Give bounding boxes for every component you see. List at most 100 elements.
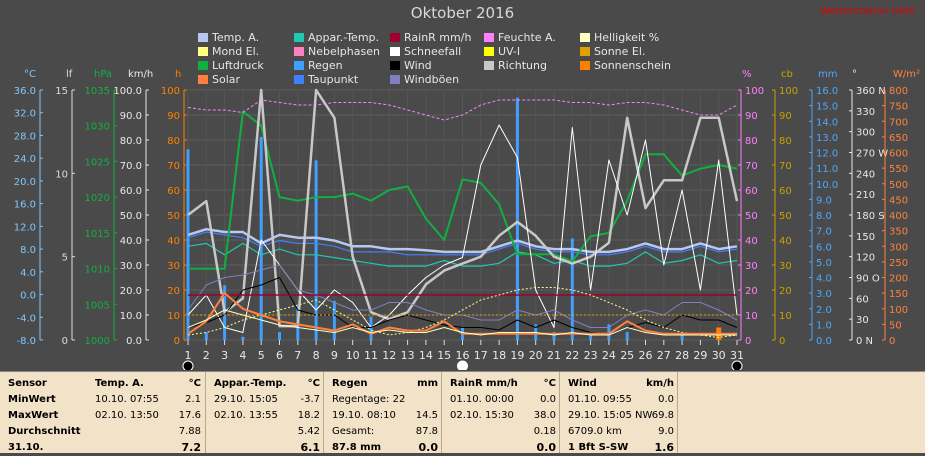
series-line-appartemp bbox=[187, 242, 738, 267]
legend-label: Solar bbox=[212, 73, 241, 86]
cell-value: 5.42 bbox=[297, 426, 320, 437]
axis-title-h: h bbox=[175, 69, 181, 80]
legend-label: Mond El. bbox=[212, 45, 260, 58]
cell-value: -3.7 bbox=[300, 394, 320, 405]
tick-label-wm2: 450 bbox=[889, 195, 908, 206]
tick-label-wm2: 0 bbox=[889, 336, 895, 347]
table-row: 29.10. 15:05 -3.7 bbox=[210, 392, 320, 408]
column-unit: °C bbox=[188, 378, 201, 389]
series-line-tempa bbox=[187, 227, 738, 254]
legend-label: Appar.-Temp. bbox=[308, 31, 380, 44]
column-header: RainR mm/h bbox=[450, 378, 518, 389]
cell-when: 01.10. 09:55 bbox=[568, 394, 632, 405]
bar-regen bbox=[680, 335, 684, 340]
tick-label-temp: 24.0 bbox=[14, 154, 36, 165]
tick-label-hpa: 1025 bbox=[85, 157, 110, 168]
table-col-rainr: RainR mm/h °C 01.10. 00:00 0.0 02.10. 15:30 3… bbox=[441, 372, 560, 454]
legend-item: Taupunkt bbox=[294, 73, 358, 86]
cell-value: 38.0 bbox=[533, 410, 556, 421]
tick-label-hpa: 1020 bbox=[85, 193, 110, 204]
legend-item: Nebelphasen bbox=[294, 45, 380, 58]
cell-value: 2.1 bbox=[185, 394, 201, 405]
tick-label-h: 70 bbox=[167, 161, 180, 172]
tick-label-h: 10 bbox=[167, 311, 180, 322]
tick-label-pct: 10 bbox=[745, 311, 758, 322]
x-tick-label: 3 bbox=[221, 349, 228, 362]
cell-when: Gesamt: bbox=[332, 426, 375, 437]
tick-label-hpa: 1000 bbox=[85, 336, 110, 347]
bar-regen bbox=[278, 332, 281, 340]
legend-item: UV-I bbox=[484, 45, 520, 58]
tick-label-kmh: 10.0 bbox=[120, 311, 142, 322]
table-row: 02.10. 13:55 18.2 bbox=[210, 408, 320, 424]
legend-swatch bbox=[484, 33, 494, 42]
legend-item: Sonne El. bbox=[580, 45, 645, 58]
series-line-windben bbox=[187, 264, 738, 328]
legend-swatch bbox=[294, 47, 304, 56]
tick-label-kmh: 0.0 bbox=[126, 336, 142, 347]
tick-label-mm: 16.0 bbox=[816, 86, 838, 97]
table-row: 87.8 mm 0.0 bbox=[328, 440, 438, 456]
tick-label-lf: 5 bbox=[62, 253, 68, 264]
tick-label-kmh: 70.0 bbox=[120, 161, 142, 172]
legend-swatch bbox=[294, 33, 304, 42]
tick-label-cb: 40 bbox=[779, 236, 792, 247]
tick-label-temp: 8.0 bbox=[20, 245, 36, 256]
column-header: Regen bbox=[332, 378, 368, 389]
legend-label: Sonnenschein bbox=[594, 59, 671, 72]
tick-label-wm2: 50 bbox=[889, 320, 902, 331]
column-header: Wind bbox=[568, 378, 597, 389]
tick-label-hpa: 1005 bbox=[85, 300, 110, 311]
tick-label-pct: 80 bbox=[745, 136, 758, 147]
row-label-today: 31.10. bbox=[8, 442, 44, 453]
series-line-taupunkt bbox=[187, 231, 738, 256]
bar-regen bbox=[332, 300, 336, 340]
legend-item: Sonnenschein bbox=[580, 59, 671, 72]
tick-label-mm: 9.0 bbox=[816, 195, 832, 206]
tick-label-wm2: 550 bbox=[889, 164, 908, 175]
tick-label-temp: 36.0 bbox=[14, 86, 36, 97]
tick-label-deg: 360 N bbox=[856, 86, 886, 97]
legend-label: Nebelphasen bbox=[308, 45, 380, 58]
tick-label-cb: 70 bbox=[779, 161, 792, 172]
x-tick-label: 14 bbox=[419, 349, 433, 362]
chart-svg: 36.032.028.024.020.016.012.08.04.00.0-4.… bbox=[14, 69, 920, 370]
table-col-wind: Wind km/h 01.10. 09:55 0.0 29.10. 15:05 NW 69… bbox=[559, 372, 678, 454]
legend-label: Taupunkt bbox=[308, 73, 359, 86]
x-tick-label: 16 bbox=[456, 349, 470, 362]
axis-title-mm: mm bbox=[818, 69, 837, 80]
bar-regen bbox=[552, 332, 556, 340]
tick-label-kmh: 100.0 bbox=[113, 86, 142, 97]
legend-item: Solar bbox=[198, 73, 240, 86]
cell-value: 17.6 bbox=[178, 410, 201, 421]
cell-when: 02.10. 13:55 bbox=[214, 410, 278, 421]
legend-item: Helligkeit % bbox=[580, 31, 659, 44]
cell-value: 0.0 bbox=[536, 441, 557, 454]
table-header-row: Regen mm bbox=[328, 376, 438, 392]
x-tick-label: 31 bbox=[730, 349, 744, 362]
sensor-header: Sensor bbox=[8, 378, 47, 389]
x-tick-label: 22 bbox=[565, 349, 579, 362]
tick-label-mm: 0.0 bbox=[816, 336, 832, 347]
x-tick-label: 10 bbox=[346, 349, 360, 362]
tick-label-wm2: 200 bbox=[889, 274, 908, 285]
legend-swatch bbox=[484, 61, 494, 70]
table-row: 01.10. 09:55 0.0 bbox=[564, 392, 674, 408]
table-header-row: Temp. A. °C bbox=[91, 376, 201, 392]
table-row: 02.10. 13:50 17.6 bbox=[91, 408, 201, 424]
legend-swatch bbox=[198, 75, 208, 84]
cell-value: 1.6 bbox=[654, 441, 675, 454]
cell-value: 7.2 bbox=[181, 441, 202, 454]
tick-label-mm: 12.0 bbox=[816, 149, 838, 160]
x-tick-label: 13 bbox=[401, 349, 415, 362]
tick-label-temp: -4.0 bbox=[16, 313, 36, 324]
tick-label-cb: 10 bbox=[779, 311, 792, 322]
x-tick-label: 26 bbox=[639, 349, 653, 362]
cell-value: 0.0 bbox=[658, 394, 674, 405]
tick-label-mm: 7.0 bbox=[816, 227, 832, 238]
x-tick-label: 23 bbox=[584, 349, 598, 362]
tick-label-pct: 90 bbox=[745, 111, 758, 122]
tick-label-temp: 16.0 bbox=[14, 200, 36, 211]
table-row: 5.42 bbox=[210, 424, 320, 440]
x-tick-label: 1 bbox=[185, 349, 192, 362]
